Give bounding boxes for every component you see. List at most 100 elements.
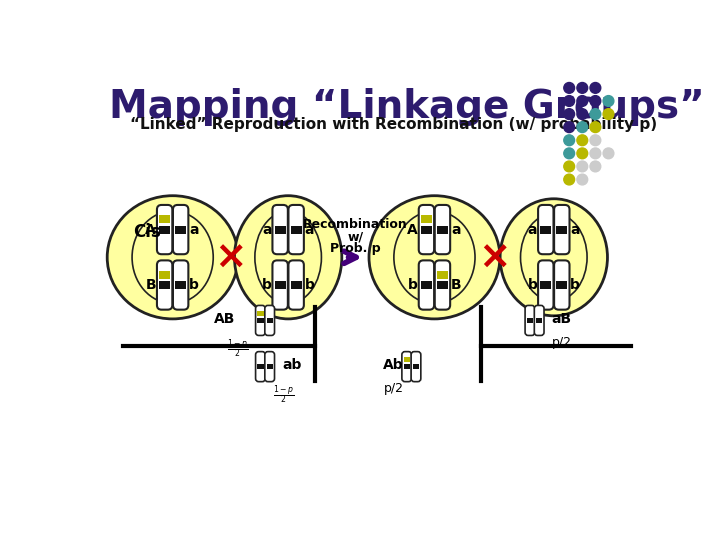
Circle shape xyxy=(590,83,600,93)
Text: A: A xyxy=(145,222,156,237)
Circle shape xyxy=(577,148,588,159)
Bar xyxy=(540,281,552,289)
Circle shape xyxy=(590,135,600,146)
Circle shape xyxy=(603,109,614,119)
Text: B: B xyxy=(145,278,156,292)
Circle shape xyxy=(577,122,588,132)
Circle shape xyxy=(577,135,588,146)
FancyBboxPatch shape xyxy=(538,205,554,254)
FancyBboxPatch shape xyxy=(435,205,450,254)
Ellipse shape xyxy=(369,195,500,319)
Text: a: a xyxy=(451,222,460,237)
Text: p/2: p/2 xyxy=(384,382,404,395)
Bar xyxy=(421,215,432,224)
Bar xyxy=(257,364,264,369)
Circle shape xyxy=(577,174,588,185)
FancyBboxPatch shape xyxy=(272,205,288,254)
Text: b: b xyxy=(408,278,418,292)
Circle shape xyxy=(564,122,575,132)
FancyBboxPatch shape xyxy=(256,352,265,382)
Circle shape xyxy=(603,148,614,159)
Bar xyxy=(421,281,432,289)
Bar xyxy=(291,226,302,233)
Text: Cis: Cis xyxy=(133,224,161,241)
FancyBboxPatch shape xyxy=(256,306,265,335)
Circle shape xyxy=(577,83,588,93)
Circle shape xyxy=(564,135,575,146)
Circle shape xyxy=(577,96,588,106)
Text: a: a xyxy=(305,222,314,237)
FancyBboxPatch shape xyxy=(265,306,274,335)
Bar xyxy=(175,281,186,289)
Text: $\frac{1-p}{2}$: $\frac{1-p}{2}$ xyxy=(227,338,248,360)
Text: b: b xyxy=(189,278,199,292)
FancyBboxPatch shape xyxy=(525,306,535,335)
Bar xyxy=(557,226,567,233)
Bar xyxy=(421,226,432,233)
Bar xyxy=(437,281,448,289)
Circle shape xyxy=(564,83,575,93)
Circle shape xyxy=(590,148,600,159)
Bar xyxy=(274,281,286,289)
Ellipse shape xyxy=(132,211,213,303)
FancyBboxPatch shape xyxy=(554,205,570,254)
Text: Prob. p: Prob. p xyxy=(330,241,381,254)
FancyBboxPatch shape xyxy=(534,306,544,335)
Text: “Linked” Reproduction with Recombination (w/ probability p): “Linked” Reproduction with Recombination… xyxy=(130,117,657,132)
Bar xyxy=(266,364,273,369)
FancyBboxPatch shape xyxy=(411,352,420,382)
Text: ×: × xyxy=(214,238,247,276)
Text: Mapping “Linkage Groups”: Mapping “Linkage Groups” xyxy=(109,88,704,126)
Text: Recombination: Recombination xyxy=(303,219,408,232)
Ellipse shape xyxy=(394,211,475,303)
Bar xyxy=(527,318,533,323)
Circle shape xyxy=(577,161,588,172)
Bar xyxy=(404,357,410,362)
Ellipse shape xyxy=(107,195,238,319)
Text: b: b xyxy=(262,278,271,292)
Bar xyxy=(437,271,448,279)
Text: b: b xyxy=(305,278,315,292)
Text: A: A xyxy=(408,222,418,237)
Text: aB: aB xyxy=(552,312,572,326)
Ellipse shape xyxy=(500,199,608,316)
Text: a: a xyxy=(262,222,271,237)
Bar xyxy=(437,226,448,233)
Text: B: B xyxy=(451,278,462,292)
Circle shape xyxy=(590,96,600,106)
Text: w/: w/ xyxy=(347,231,364,244)
FancyBboxPatch shape xyxy=(554,260,570,309)
Text: AB: AB xyxy=(215,312,235,326)
Circle shape xyxy=(590,161,600,172)
FancyBboxPatch shape xyxy=(265,352,274,382)
Text: a: a xyxy=(570,222,580,237)
Text: p/2: p/2 xyxy=(552,336,572,349)
FancyBboxPatch shape xyxy=(435,260,450,309)
FancyBboxPatch shape xyxy=(538,260,554,309)
Ellipse shape xyxy=(255,211,321,303)
Bar xyxy=(536,318,542,323)
FancyBboxPatch shape xyxy=(173,260,189,309)
Text: a: a xyxy=(189,222,199,237)
Bar xyxy=(413,364,419,369)
Circle shape xyxy=(564,96,575,106)
FancyBboxPatch shape xyxy=(419,205,434,254)
Text: b: b xyxy=(570,278,580,292)
Bar xyxy=(404,364,410,369)
Text: a: a xyxy=(528,222,537,237)
Circle shape xyxy=(590,122,600,132)
Circle shape xyxy=(564,174,575,185)
Bar xyxy=(557,281,567,289)
FancyBboxPatch shape xyxy=(157,205,172,254)
Circle shape xyxy=(577,109,588,119)
Bar xyxy=(159,215,170,224)
Text: ×: × xyxy=(478,238,510,276)
FancyBboxPatch shape xyxy=(157,260,172,309)
Ellipse shape xyxy=(521,213,587,301)
FancyBboxPatch shape xyxy=(272,260,288,309)
Circle shape xyxy=(564,161,575,172)
FancyBboxPatch shape xyxy=(289,205,304,254)
FancyArrowPatch shape xyxy=(344,251,356,264)
Bar xyxy=(291,281,302,289)
Bar xyxy=(257,318,264,323)
